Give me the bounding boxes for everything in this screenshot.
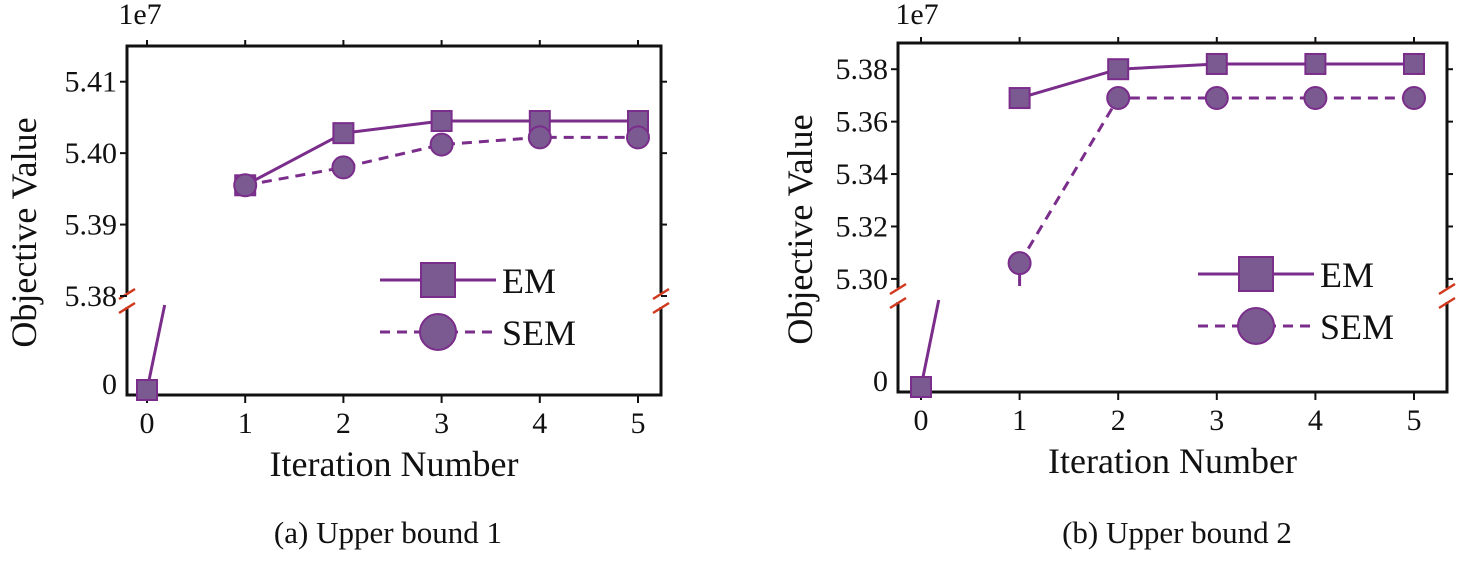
x-tick-label: 1 xyxy=(238,407,253,440)
axis-break-mark xyxy=(652,301,670,315)
y-axis-label: Objective Value xyxy=(780,114,820,344)
y-axis-label: Objective Value xyxy=(4,117,44,347)
data-point-em xyxy=(910,376,932,398)
x-tick-label: 5 xyxy=(631,407,646,440)
y-tick-label: 5.32 xyxy=(836,210,889,243)
series-line-sem xyxy=(1018,96,1414,264)
y-tick-label: 5.41 xyxy=(65,66,118,99)
chart-b: 0 1 2 3 4 5 5.30 5.32 5.34 5.36 5.38 0 1e7 Iteration … xyxy=(780,0,1456,550)
axis-break-mark xyxy=(118,287,136,301)
x-tick-label: 3 xyxy=(1209,404,1224,437)
axis-break-mark xyxy=(1438,282,1456,296)
axis-break-gap xyxy=(121,293,667,307)
y-axis-multiplier: 1e7 xyxy=(118,0,161,31)
x-tick-label: 2 xyxy=(336,407,351,440)
data-point-sem xyxy=(429,132,454,157)
chart-caption: (a) Upper bound 1 xyxy=(274,515,502,550)
data-point-sem xyxy=(626,125,650,150)
legend-label-em: EM xyxy=(502,261,556,301)
data-point-em xyxy=(1403,52,1425,75)
series-line-sem xyxy=(244,135,638,187)
y-tick-label: 5.38 xyxy=(836,53,889,86)
data-point-sem xyxy=(1007,251,1032,276)
x-tick-label: 0 xyxy=(914,404,929,437)
data-point-sem xyxy=(1402,86,1426,111)
data-point-em xyxy=(1304,52,1327,75)
data-point-sem xyxy=(233,173,258,198)
data-point-sem xyxy=(1106,86,1131,111)
y-tick-label: 5.34 xyxy=(836,158,889,191)
data-point-sem xyxy=(331,155,356,180)
y-tick-label: 5.39 xyxy=(65,209,118,242)
x-axis-label: Iteration Number xyxy=(270,444,519,484)
x-axis-label: Iteration Number xyxy=(1048,441,1297,481)
x-tick-label: 4 xyxy=(1308,404,1323,437)
axis-break-mark xyxy=(118,301,136,315)
x-tick-label: 4 xyxy=(532,407,547,440)
x-tick-label: 1 xyxy=(1012,404,1027,437)
axis-break-mark xyxy=(889,282,907,296)
x-tick-label: 0 xyxy=(140,407,155,440)
plot-frame xyxy=(896,41,1449,394)
axis-break-mark xyxy=(1438,296,1456,310)
chart-caption: (b) Upper bound 2 xyxy=(1062,515,1292,550)
axis-break-mark xyxy=(652,287,670,301)
data-point-sem xyxy=(527,125,552,150)
axis-break-mark xyxy=(889,296,907,310)
axis-break-gap xyxy=(892,288,1453,302)
data-point-em xyxy=(1008,87,1031,110)
legend-label-sem: SEM xyxy=(1320,307,1394,347)
data-point-em xyxy=(1107,58,1130,81)
x-tick-label: 3 xyxy=(434,407,449,440)
x-tick-label: 5 xyxy=(1407,404,1422,437)
data-point-em xyxy=(1205,52,1228,75)
y-tick-label-zero: 0 xyxy=(102,368,117,401)
legend-label-sem: SEM xyxy=(502,313,576,353)
legend-marker-em xyxy=(1238,256,1274,292)
series-line-segment xyxy=(919,299,941,388)
legend-label-em: EM xyxy=(1320,255,1374,295)
y-tick-label: 5.40 xyxy=(65,137,118,170)
data-point-sem xyxy=(1303,86,1328,111)
y-tick-label-zero: 0 xyxy=(873,365,888,398)
series-line-segment xyxy=(145,304,167,391)
y-tick-label: 5.38 xyxy=(65,280,118,313)
y-axis-multiplier: 1e7 xyxy=(895,0,938,31)
data-point-em xyxy=(430,110,453,132)
data-point-em xyxy=(332,122,355,145)
plot-frame xyxy=(125,44,663,397)
y-tick-label: 5.30 xyxy=(836,263,889,296)
legend-marker-em xyxy=(420,262,456,298)
data-point-sem xyxy=(1204,86,1229,111)
chart-a: 0 1 2 3 4 5 5.38 5.39 5.40 5.41 0 1e7 Iteration Numb… xyxy=(4,0,670,550)
legend-marker-sem xyxy=(419,313,457,351)
data-point-em xyxy=(136,379,158,401)
y-tick-label: 5.36 xyxy=(836,106,889,139)
legend-marker-sem xyxy=(1237,307,1275,345)
x-tick-label: 2 xyxy=(1111,404,1126,437)
